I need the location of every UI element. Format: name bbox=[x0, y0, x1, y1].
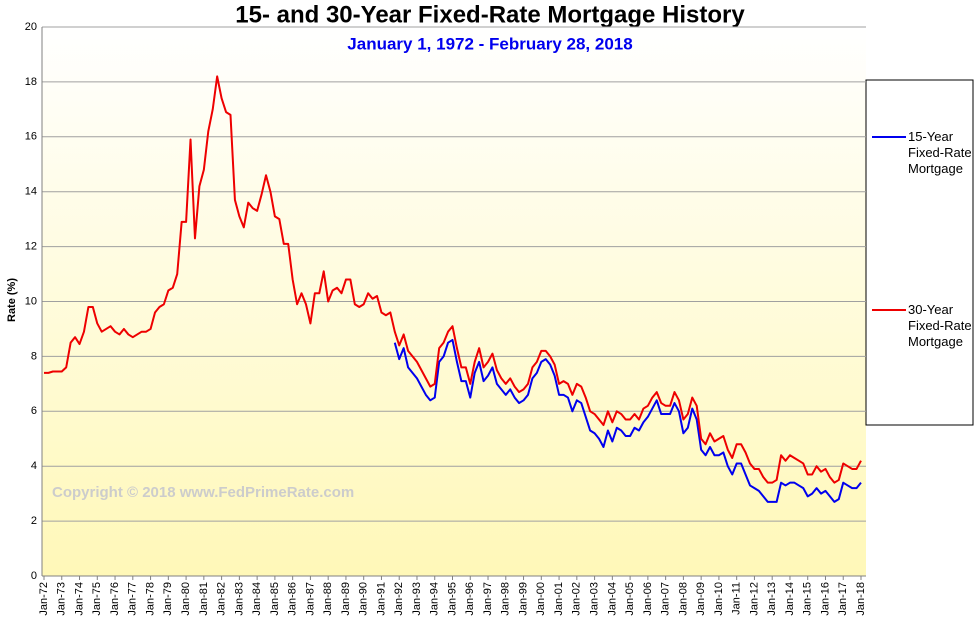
x-tick-label: Jan-98 bbox=[500, 582, 512, 616]
y-tick-label: 16 bbox=[25, 131, 37, 143]
y-tick-label: 10 bbox=[25, 295, 37, 307]
x-tick-label: Jan-77 bbox=[127, 582, 139, 616]
x-tick-label: Jan-97 bbox=[482, 582, 494, 616]
x-tick-label: Jan-89 bbox=[340, 582, 352, 616]
x-tick-label: Jan-85 bbox=[269, 582, 281, 616]
x-tick-label: Jan-06 bbox=[642, 582, 654, 616]
x-tick-label: Jan-03 bbox=[588, 582, 600, 616]
y-tick-label: 8 bbox=[31, 350, 37, 362]
x-tick-label: Jan-05 bbox=[624, 582, 636, 616]
y-tick-label: 4 bbox=[31, 460, 37, 472]
x-tick-label: Jan-09 bbox=[695, 582, 707, 616]
x-tick-label: Jan-11 bbox=[731, 582, 743, 615]
y-tick-label: 14 bbox=[25, 186, 37, 198]
x-tick-label: Jan-80 bbox=[180, 582, 192, 616]
x-tick-label: Jan-90 bbox=[358, 582, 370, 616]
x-tick-label: Jan-73 bbox=[56, 582, 68, 616]
x-tick-label: Jan-13 bbox=[766, 582, 778, 616]
x-tick-label: Jan-96 bbox=[464, 582, 476, 616]
chart-subtitle: January 1, 1972 - February 28, 2018 bbox=[347, 34, 632, 53]
x-tick-label: Jan-12 bbox=[748, 582, 760, 616]
x-tick-label: Jan-83 bbox=[233, 582, 245, 616]
x-tick-label: Jan-94 bbox=[429, 582, 441, 616]
y-tick-label: 20 bbox=[25, 21, 37, 33]
x-tick-label: Jan-10 bbox=[713, 582, 725, 616]
y-axis-label: Rate (%) bbox=[6, 278, 18, 322]
x-tick-label: Jan-01 bbox=[553, 582, 565, 616]
x-tick-label: Jan-93 bbox=[411, 582, 423, 616]
x-tick-label: Jan-02 bbox=[571, 582, 583, 616]
x-tick-label: Jan-18 bbox=[855, 582, 867, 616]
x-tick-label: Jan-15 bbox=[802, 582, 814, 616]
x-tick-label: Jan-81 bbox=[198, 582, 210, 616]
series-line bbox=[393, 338, 862, 503]
y-tick-label: 18 bbox=[25, 76, 37, 88]
y-tick-label: 0 bbox=[31, 570, 37, 582]
legend-label: 30-Year Fixed-Rate Mortgage bbox=[908, 302, 972, 349]
y-tick-label: 6 bbox=[31, 405, 37, 417]
x-tick-label: Jan-88 bbox=[322, 582, 334, 616]
x-tick-label: Jan-84 bbox=[251, 582, 263, 616]
chart-title: 15- and 30-Year Fixed-Rate Mortgage Hist… bbox=[235, 1, 745, 28]
series-line bbox=[44, 75, 862, 484]
x-tick-label: Jan-00 bbox=[535, 582, 547, 616]
y-tick-label: 12 bbox=[25, 241, 37, 253]
x-tick-label: Jan-78 bbox=[144, 582, 156, 616]
x-tick-label: Jan-16 bbox=[819, 582, 831, 616]
x-tick-label: Jan-17 bbox=[837, 582, 849, 616]
x-tick-label: Jan-04 bbox=[606, 582, 618, 616]
x-tick-label: Jan-79 bbox=[162, 582, 174, 616]
x-tick-label: Jan-91 bbox=[375, 582, 387, 616]
x-tick-label: Jan-92 bbox=[393, 582, 405, 616]
y-tick-label: 2 bbox=[31, 515, 37, 527]
x-tick-label: Jan-07 bbox=[660, 582, 672, 616]
x-tick-label: Jan-74 bbox=[73, 582, 85, 616]
x-tick-label: Jan-75 bbox=[91, 582, 103, 616]
x-tick-label: Jan-08 bbox=[677, 582, 689, 616]
x-tick-label: Jan-72 bbox=[38, 582, 50, 616]
x-tick-label: Jan-95 bbox=[446, 582, 458, 616]
x-tick-label: Jan-99 bbox=[517, 582, 529, 616]
x-tick-label: Jan-82 bbox=[216, 582, 228, 616]
x-tick-label: Jan-76 bbox=[109, 582, 121, 616]
watermark: Copyright © 2018 www.FedPrimeRate.com bbox=[52, 484, 354, 501]
x-tick-label: Jan-86 bbox=[287, 582, 299, 616]
legend-label: 15-Year Fixed-Rate Mortgage bbox=[908, 129, 972, 176]
x-tick-label: Jan-87 bbox=[304, 582, 316, 616]
x-tick-label: Jan-14 bbox=[784, 582, 796, 616]
